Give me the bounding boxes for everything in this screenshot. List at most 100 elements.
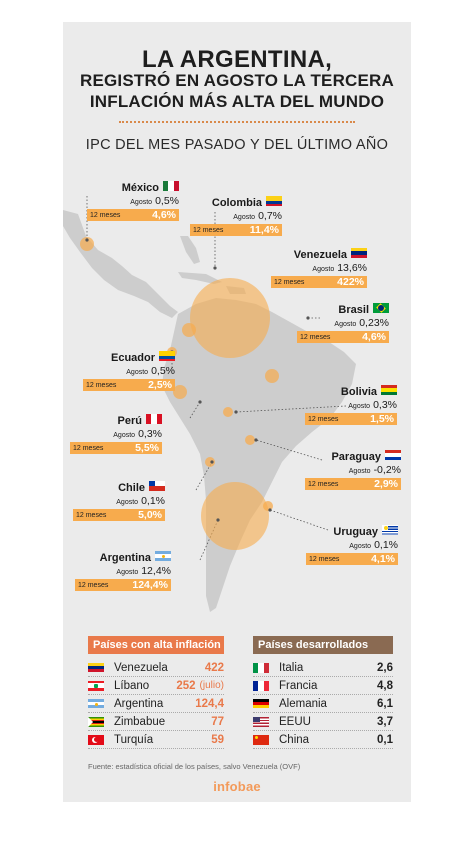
- bubble-colombia: [182, 323, 196, 337]
- inflation-bubbles: [80, 237, 279, 550]
- year-value: 1,5%: [370, 413, 394, 425]
- year-bar: 12 meses 11,4%: [190, 224, 282, 236]
- subtitle: IPC DEL MES PASADO Y DEL ÚLTIMO AÑO: [85, 137, 389, 153]
- year-label: 12 meses: [78, 581, 109, 589]
- bolivia-flag-icon: [381, 385, 397, 395]
- country-label: Perú Agosto 0,3% 12 meses 5,5%: [70, 414, 162, 454]
- month-value: 13,6%: [337, 262, 367, 274]
- month-label: Agosto: [334, 321, 357, 328]
- year-value: 2,5%: [148, 379, 172, 391]
- argentina-flag-icon: [155, 551, 171, 561]
- uruguay-flag-icon: [382, 525, 398, 535]
- country-name: Ecuador: [110, 352, 155, 364]
- month-value: 0,5%: [151, 365, 175, 377]
- year-label: 12 meses: [193, 226, 224, 234]
- row-value: 4,8: [377, 679, 393, 692]
- title-line-3: INFLACIÓN MÁS ALTA DEL MUNDO: [89, 92, 385, 111]
- country-name: Colombia: [211, 197, 262, 209]
- bubble-venezuela: [190, 278, 270, 358]
- month-value: 0,23%: [359, 317, 389, 329]
- year-value: 124,4%: [132, 579, 168, 591]
- year-bar: 12 meses 422%: [271, 276, 367, 288]
- peru-flag-icon: [146, 414, 162, 424]
- bubble-mexico: [80, 237, 94, 251]
- country-label: Ecuador Agosto 0,5% 12 meses 2,5%: [83, 351, 175, 391]
- country-label: Bolivia Agosto 0,3% 12 meses 1,5%: [305, 385, 397, 425]
- bubble-bolivia: [223, 407, 233, 417]
- year-label: 12 meses: [73, 444, 104, 452]
- country-label: Colombia Agosto 0,7% 12 meses 11,4%: [190, 196, 282, 236]
- table-row: China 0,1: [253, 731, 393, 749]
- year-bar: 12 meses 4,6%: [297, 331, 389, 343]
- row-country: EEUU: [279, 715, 311, 728]
- month-value: 0,7%: [258, 210, 282, 222]
- month-label: Agosto: [126, 369, 149, 376]
- year-bar: 12 meses 5,5%: [70, 442, 162, 454]
- month-label: Agosto: [116, 569, 139, 576]
- month-value: 0,1%: [374, 539, 398, 551]
- france-flag-icon: [253, 680, 269, 691]
- row-country: Argentina: [114, 697, 164, 710]
- year-value: 4,6%: [362, 331, 386, 343]
- brasil-flag-icon: [373, 303, 389, 313]
- paraguay-flag-icon: [385, 450, 401, 460]
- year-bar: 12 meses 2,9%: [305, 478, 401, 490]
- infobae-logo: infobae: [213, 779, 261, 794]
- venezuela-flag-icon: [88, 662, 104, 673]
- month-value: -0,2%: [373, 464, 401, 476]
- usa-flag-icon: [253, 716, 269, 727]
- month-value: 0,1%: [141, 495, 165, 507]
- year-label: 12 meses: [274, 278, 305, 286]
- mexico-flag-icon: [163, 181, 179, 191]
- germany-flag-icon: [253, 698, 269, 709]
- chile-flag-icon: [149, 481, 165, 491]
- row-country: Líbano: [114, 679, 150, 692]
- table-row: Alemania 6,1: [253, 695, 393, 713]
- dotted-divider: [119, 121, 355, 123]
- country-label: Chile Agosto 0,1% 12 meses 5,0%: [73, 481, 165, 521]
- month-value: 0,3%: [138, 428, 162, 440]
- table-row: Italia 2,6: [253, 659, 393, 677]
- bubble-chile: [205, 457, 215, 467]
- row-value: 422: [204, 661, 224, 674]
- country-label: Venezuela Agosto 13,6% 12 meses 422%: [271, 248, 367, 288]
- year-bar: 12 meses 4,1%: [306, 553, 398, 565]
- country-label: Uruguay Agosto 0,1% 12 meses 4,1%: [306, 525, 398, 565]
- year-label: 12 meses: [308, 415, 339, 423]
- month-label: Agosto: [116, 499, 139, 506]
- year-bar: 12 meses 4,6%: [87, 209, 179, 221]
- month-label: Agosto: [348, 468, 371, 475]
- connector-dots: [85, 238, 310, 522]
- country-name: Uruguay: [333, 526, 378, 538]
- country-label: México Agosto 0,5% 12 meses 4,6%: [87, 181, 179, 221]
- year-bar: 12 meses 1,5%: [305, 413, 397, 425]
- country-label: Argentina Agosto 12,4% 12 meses 124,4%: [75, 551, 171, 591]
- colombia-flag-icon: [266, 196, 282, 206]
- year-label: 12 meses: [86, 381, 117, 389]
- bubble-paraguay: [245, 435, 255, 445]
- china-flag-icon: [253, 734, 269, 745]
- year-value: 422%: [337, 276, 364, 288]
- ecuador-flag-icon: [159, 351, 175, 361]
- year-label: 12 meses: [300, 333, 331, 341]
- row-country: China: [279, 733, 310, 746]
- month-value: 0,5%: [155, 195, 179, 207]
- row-country: Venezuela: [114, 661, 168, 674]
- year-bar: 12 meses 5,0%: [73, 509, 165, 521]
- year-label: 12 meses: [90, 211, 121, 219]
- row-country: Francia: [279, 679, 318, 692]
- country-name: Perú: [117, 415, 142, 427]
- cuba-island: [178, 272, 222, 284]
- italy-flag-icon: [253, 662, 269, 673]
- row-value: 252: [176, 679, 196, 692]
- country-name: Brasil: [338, 304, 369, 316]
- table-row: Zimbabue 77: [88, 713, 224, 731]
- year-value: 4,6%: [152, 209, 176, 221]
- lebanon-flag-icon: [88, 680, 104, 691]
- year-value: 5,0%: [138, 509, 162, 521]
- year-bar: 12 meses 124,4%: [75, 579, 171, 591]
- zimbabwe-flag-icon: [88, 716, 104, 727]
- month-label: Agosto: [233, 214, 256, 221]
- argentina-flag-icon: [88, 698, 104, 709]
